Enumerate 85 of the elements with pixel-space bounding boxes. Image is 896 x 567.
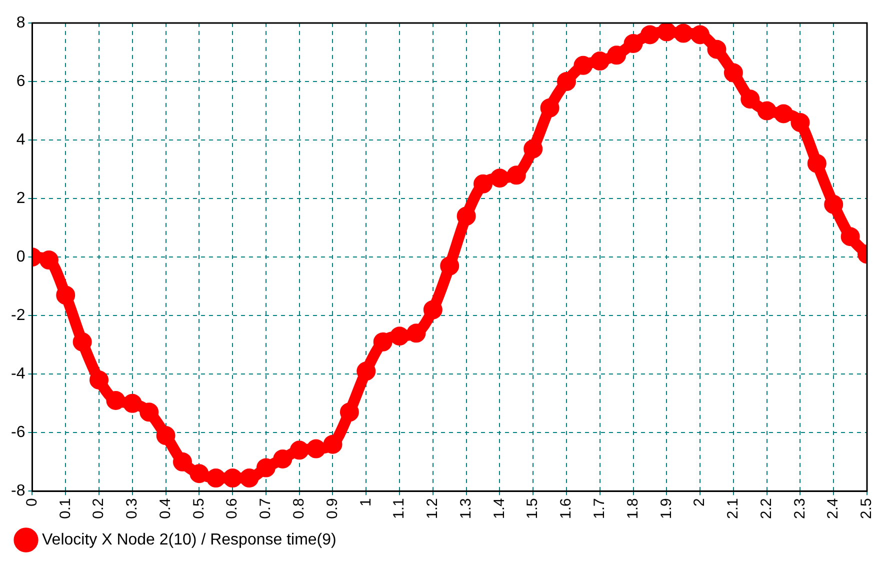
point	[122, 394, 142, 413]
point	[707, 40, 726, 59]
x-tick-label: 1.2	[424, 498, 442, 520]
x-tick-label: 1.6	[558, 498, 575, 520]
x-tick-label: 1.4	[490, 498, 508, 520]
x-tick-label: 0	[23, 498, 40, 506]
point	[757, 101, 776, 120]
point	[640, 25, 660, 44]
y-tick-label: -2	[10, 307, 26, 324]
x-tick-label: 1.3	[457, 498, 474, 520]
point	[406, 324, 426, 343]
point	[774, 104, 794, 124]
point	[172, 452, 192, 472]
point	[373, 332, 392, 352]
x-tick-label: 0.9	[324, 498, 341, 520]
x-tick-label: 0.7	[257, 498, 274, 520]
x-tick-label: 2.4	[824, 498, 842, 520]
point	[657, 23, 676, 42]
y-tick-label: -6	[10, 424, 26, 442]
point	[524, 139, 543, 158]
point	[323, 434, 342, 454]
y-tick-label: 2	[16, 190, 26, 207]
point	[223, 468, 242, 488]
x-tick-label: 0.5	[190, 498, 208, 520]
point	[90, 370, 109, 390]
point	[456, 206, 476, 226]
point	[574, 56, 593, 75]
point	[356, 362, 376, 381]
x-tick-label: 2.2	[758, 498, 775, 520]
x-tick-label: 1.7	[591, 498, 608, 520]
point	[490, 168, 510, 188]
point	[740, 90, 760, 109]
x-tick-label: 0.1	[56, 498, 74, 520]
y-tick-label: -8	[10, 482, 26, 500]
point	[39, 250, 58, 270]
y-tick-label: 0	[16, 248, 26, 266]
point	[273, 449, 292, 468]
point	[56, 286, 76, 305]
point	[807, 154, 826, 173]
y-tick-label: -4	[10, 366, 26, 383]
point	[824, 194, 844, 214]
point	[106, 390, 126, 410]
point	[290, 440, 309, 460]
point	[440, 256, 460, 276]
point	[390, 326, 410, 346]
x-tick-label: 2.1	[724, 498, 742, 520]
point	[72, 332, 92, 352]
point	[790, 112, 810, 132]
point	[240, 468, 259, 488]
point	[156, 426, 176, 446]
point	[590, 52, 610, 71]
point	[423, 300, 442, 320]
x-tick-label: 0.4	[156, 498, 174, 520]
point	[506, 166, 526, 185]
x-tick-label: 1.5	[524, 498, 542, 520]
point	[140, 402, 159, 422]
x-tick-label: 1.8	[624, 498, 642, 520]
point	[306, 439, 326, 458]
y-tick-label: 8	[16, 14, 26, 32]
x-tick-label: 1.1	[390, 498, 408, 520]
point	[840, 227, 860, 246]
point	[256, 458, 276, 478]
point	[190, 464, 209, 484]
x-tick-label: 2.3	[791, 498, 808, 520]
x-tick-label: 2	[691, 498, 708, 506]
x-tick-label: 0.8	[290, 498, 308, 520]
point	[674, 24, 693, 43]
y-tick-label: 4	[16, 131, 26, 148]
point	[540, 98, 560, 118]
x-tick-label: 0.3	[124, 498, 141, 520]
point	[474, 174, 493, 194]
point	[690, 25, 710, 44]
point	[556, 72, 576, 92]
legend-label: Velocity X Node 2(10) / Response time(9)	[42, 531, 336, 548]
point	[340, 402, 359, 422]
x-tick-label: 0.6	[224, 498, 241, 520]
point	[724, 63, 743, 82]
point	[624, 34, 643, 53]
point	[206, 468, 226, 488]
y-tick-label: 6	[16, 72, 26, 90]
x-tick-label: 2.5	[858, 498, 876, 520]
x-tick-label: 0.2	[90, 498, 108, 520]
x-tick-label: 1	[357, 498, 374, 506]
point	[607, 46, 626, 65]
x-tick-label: 1.9	[658, 498, 675, 520]
